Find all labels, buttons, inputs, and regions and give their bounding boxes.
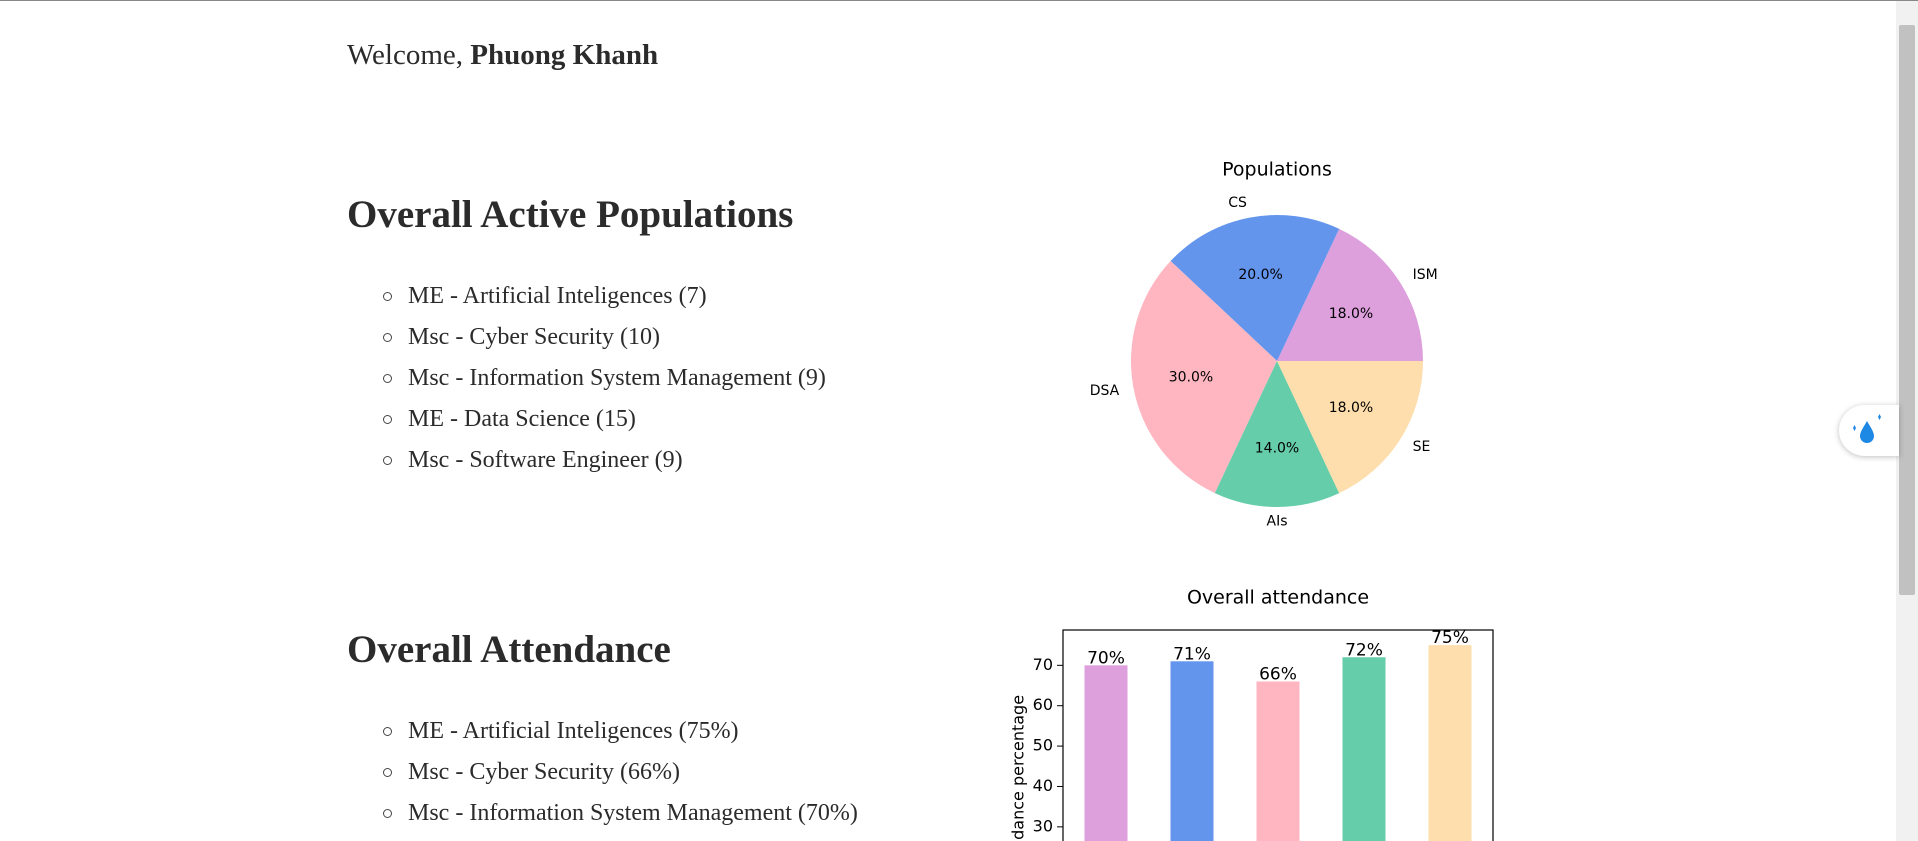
bar xyxy=(1342,657,1386,841)
slice-value-label: 20.0% xyxy=(1238,267,1282,283)
population-list: ME - Artificial Inteligences (7) Msc - Cy… xyxy=(380,276,826,481)
section-title: Overall Attendance xyxy=(347,628,671,671)
widget-icon xyxy=(1853,414,1881,443)
bar-value-label: 70% xyxy=(1087,648,1125,668)
section-title: Overall Active Populations xyxy=(347,193,794,236)
y-tick-label: 60 xyxy=(1033,695,1053,714)
bar-value-label: 75% xyxy=(1431,628,1469,648)
y-axis-label: Attendance percentage xyxy=(1009,695,1028,841)
pie-slice xyxy=(1277,228,1423,361)
pie-slice xyxy=(1277,361,1423,494)
bar xyxy=(1084,665,1128,841)
attendance-list: ME - Artificial Inteligences (75%) Msc - … xyxy=(380,711,858,834)
bar xyxy=(1170,661,1214,841)
list-item: Msc - Cyber Security (66%) xyxy=(380,752,858,793)
list-item: ME - Data Science (15) xyxy=(380,399,826,440)
chart-title: Populations xyxy=(1222,159,1332,181)
bar-value-label: 71% xyxy=(1173,644,1211,664)
chart-title: Overall attendance xyxy=(1187,587,1369,609)
pie-slice xyxy=(1214,361,1340,508)
plot-frame xyxy=(1062,629,1494,841)
slice-label: ISM xyxy=(1413,267,1438,283)
slice-label: AIs xyxy=(1267,514,1288,530)
list-item: Msc - Information System Management (9) xyxy=(380,358,826,399)
slice-label: SE xyxy=(1413,439,1431,455)
y-tick-label: 30 xyxy=(1033,816,1053,835)
bar xyxy=(1428,645,1472,841)
scroll-thumb[interactable] xyxy=(1899,25,1915,595)
assistant-widget[interactable] xyxy=(1839,405,1899,456)
list-item: ME - Artificial Inteligences (75%) xyxy=(380,711,858,752)
list-item: ME - Artificial Inteligences (7) xyxy=(380,276,826,317)
list-item: Msc - Cyber Security (10) xyxy=(380,317,826,358)
y-tick-label: 40 xyxy=(1033,776,1053,795)
slice-value-label: 30.0% xyxy=(1169,369,1213,385)
bar-value-label: 72% xyxy=(1345,640,1383,660)
list-item: Msc - Software Engineer (9) xyxy=(380,440,826,481)
scrollbar[interactable] xyxy=(1896,1,1918,841)
bar-value-label: 66% xyxy=(1259,664,1297,684)
slice-label: DSA xyxy=(1090,383,1120,399)
slice-value-label: 18.0% xyxy=(1329,306,1373,322)
slice-value-label: 14.0% xyxy=(1255,441,1299,457)
y-tick-label: 70 xyxy=(1033,655,1053,674)
slice-value-label: 18.0% xyxy=(1329,400,1373,416)
user-name: Phuong Khanh xyxy=(470,39,659,71)
bar xyxy=(1256,681,1300,841)
list-item: Msc - Information System Management (70%… xyxy=(380,793,858,834)
greeting: Welcome, xyxy=(347,39,464,71)
pie-slice xyxy=(1130,261,1277,494)
y-tick-label: 50 xyxy=(1033,736,1053,755)
pie-slice xyxy=(1170,214,1340,361)
slice-label: CS xyxy=(1228,195,1247,211)
welcome: Welcome, Phuong Khanh xyxy=(347,39,658,72)
